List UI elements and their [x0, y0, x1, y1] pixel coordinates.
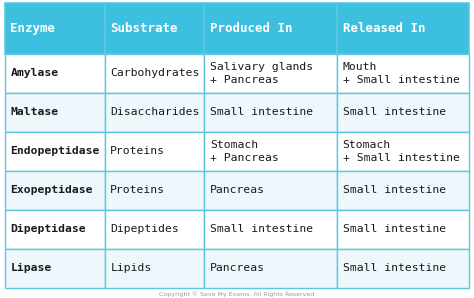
- Text: Carbohydrates: Carbohydrates: [110, 68, 200, 78]
- Text: Stomach
+ Pancreas: Stomach + Pancreas: [210, 140, 279, 162]
- Text: Small intestine: Small intestine: [343, 224, 446, 234]
- Text: Released In: Released In: [343, 22, 425, 35]
- Text: Endopeptidase: Endopeptidase: [10, 146, 100, 156]
- Text: Exopeptidase: Exopeptidase: [10, 185, 93, 195]
- Text: Salivary glands
+ Pancreas: Salivary glands + Pancreas: [210, 62, 313, 85]
- FancyBboxPatch shape: [204, 209, 337, 249]
- Text: Lipids: Lipids: [110, 263, 152, 273]
- FancyBboxPatch shape: [337, 249, 469, 288]
- FancyBboxPatch shape: [337, 93, 469, 132]
- Text: Disaccharides: Disaccharides: [110, 107, 200, 117]
- FancyBboxPatch shape: [105, 3, 204, 54]
- Text: Small intestine: Small intestine: [343, 263, 446, 273]
- FancyBboxPatch shape: [5, 171, 105, 209]
- FancyBboxPatch shape: [5, 249, 105, 288]
- FancyBboxPatch shape: [5, 93, 105, 132]
- FancyBboxPatch shape: [337, 54, 469, 93]
- Text: Stomach
+ Small intestine: Stomach + Small intestine: [343, 140, 459, 162]
- FancyBboxPatch shape: [5, 3, 105, 54]
- Text: Small intestine: Small intestine: [343, 107, 446, 117]
- FancyBboxPatch shape: [337, 209, 469, 249]
- FancyBboxPatch shape: [105, 93, 204, 132]
- FancyBboxPatch shape: [105, 54, 204, 93]
- FancyBboxPatch shape: [337, 171, 469, 209]
- Text: Substrate: Substrate: [110, 22, 178, 35]
- FancyBboxPatch shape: [204, 54, 337, 93]
- FancyBboxPatch shape: [204, 171, 337, 209]
- Text: Enzyme: Enzyme: [10, 22, 55, 35]
- Text: Copyright © Save My Exams. All Rights Reserved: Copyright © Save My Exams. All Rights Re…: [159, 291, 315, 297]
- Text: Lipase: Lipase: [10, 263, 52, 273]
- FancyBboxPatch shape: [105, 171, 204, 209]
- Text: Dipeptidase: Dipeptidase: [10, 224, 86, 234]
- FancyBboxPatch shape: [105, 132, 204, 171]
- FancyBboxPatch shape: [5, 132, 105, 171]
- Text: Dipeptides: Dipeptides: [110, 224, 179, 234]
- Text: Pancreas: Pancreas: [210, 263, 265, 273]
- Text: Proteins: Proteins: [110, 185, 165, 195]
- Text: Small intestine: Small intestine: [210, 107, 313, 117]
- FancyBboxPatch shape: [105, 209, 204, 249]
- FancyBboxPatch shape: [337, 132, 469, 171]
- FancyBboxPatch shape: [204, 132, 337, 171]
- Text: Maltase: Maltase: [10, 107, 59, 117]
- Text: Small intestine: Small intestine: [343, 185, 446, 195]
- Text: Produced In: Produced In: [210, 22, 292, 35]
- FancyBboxPatch shape: [204, 3, 337, 54]
- Text: Small intestine: Small intestine: [210, 224, 313, 234]
- FancyBboxPatch shape: [204, 93, 337, 132]
- FancyBboxPatch shape: [204, 249, 337, 288]
- FancyBboxPatch shape: [105, 249, 204, 288]
- FancyBboxPatch shape: [5, 209, 105, 249]
- Text: Proteins: Proteins: [110, 146, 165, 156]
- FancyBboxPatch shape: [5, 54, 105, 93]
- Text: Mouth
+ Small intestine: Mouth + Small intestine: [343, 62, 459, 85]
- FancyBboxPatch shape: [337, 3, 469, 54]
- Text: Pancreas: Pancreas: [210, 185, 265, 195]
- Text: Amylase: Amylase: [10, 68, 59, 78]
